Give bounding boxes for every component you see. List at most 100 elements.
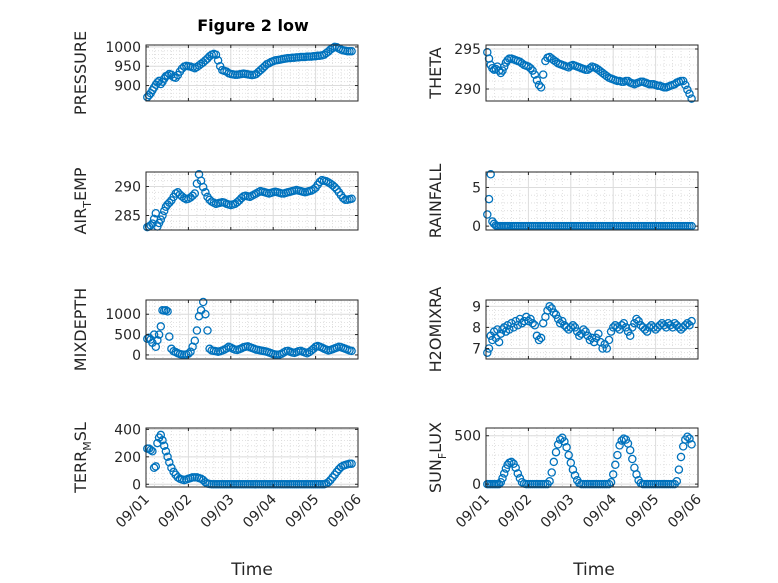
data-point [213,56,223,65]
x-tick-label: 09/04 [240,491,280,531]
data-point [678,76,688,86]
x-tick-label: 09/01 [453,492,493,532]
data-point [619,318,629,328]
data-point [486,170,495,179]
data-point [566,323,576,332]
data-point [499,62,509,71]
data-point [625,331,635,341]
data-point [608,470,618,479]
data-point [483,210,492,219]
y-axis-label: SUNFLUX [426,422,449,493]
data-point [156,215,166,224]
y-tick-label: 8 [472,320,481,336]
y-tick-label: 1000 [105,40,141,56]
data-point [632,314,641,324]
y-tick-label: 5 [472,180,481,196]
data-point [528,318,537,328]
x-tick-label: 09/01 [113,492,153,532]
data-point [146,445,155,455]
data-point [594,329,603,338]
data-point [507,457,516,467]
data-point [604,335,614,345]
data-point [198,297,208,307]
subplot-rainfall: 0 5 RAINFALL [426,164,699,239]
data-point [190,336,200,345]
data-point [604,479,614,489]
y-tick-label: 9 [472,299,481,315]
x-tick-label: 09/06 [665,491,705,531]
data-point [496,68,506,78]
axes-box [485,44,699,102]
data-point [192,326,202,335]
data-point [534,335,544,345]
axes-box [145,44,359,102]
data-point [198,182,208,192]
data-point [347,46,356,56]
y-tick-label: 0 [472,477,481,493]
data-point [687,440,696,449]
data-point [560,437,569,446]
data-point [683,318,692,328]
data-point [484,344,494,353]
data-point [496,329,506,338]
data-point [158,211,167,220]
data-point [640,325,650,334]
data-point [496,477,506,487]
data-point [545,302,554,311]
data-point [163,307,172,316]
data-point [621,323,631,332]
data-point [664,318,673,328]
data-point [186,347,195,356]
data-point [338,193,348,203]
data-point [153,336,162,345]
data-point [613,450,622,460]
data-point [522,312,531,322]
data-point [494,337,504,347]
data-point [498,474,507,483]
data-point [526,314,535,324]
data-point [547,304,556,313]
data-point [192,179,202,188]
data-point [611,321,620,330]
data-point [674,465,684,474]
subplot-terr-msl: 0 200 400 TERRMSL 09/01 09/02 09/03 09/04 09/05 0… [71,422,365,531]
data-point [585,63,595,73]
y-tick-label: 500 [114,328,141,344]
data-point [536,333,546,343]
data-point [581,327,590,336]
y-tick-label: 0 [132,477,141,493]
y-tick-label: 7 [472,341,481,357]
data-point [158,436,167,445]
data-point [634,316,643,326]
data-point [676,452,686,462]
data-point [683,432,692,441]
data-point [687,94,696,103]
data-point [326,475,335,485]
data-point [190,189,200,198]
data-point [598,344,607,353]
data-point [159,206,169,216]
data-point [602,344,612,353]
data-point [494,66,504,75]
y-tick-label: 900 [114,79,141,95]
data-point [530,70,540,79]
data-point [587,333,597,343]
data-point [553,314,563,324]
data-point [549,457,559,467]
data-point [211,50,221,59]
data-point [589,337,599,347]
data-point [149,463,159,473]
data-point [613,323,622,332]
data-point [165,198,174,207]
data-point [562,443,571,452]
data-point [681,321,690,330]
y-axis-label: PRESSURE [71,31,90,115]
y-axis-label: H2OMIXRA [426,287,445,373]
data-point [668,323,677,332]
y-axis-label: RAINFALL [426,164,445,239]
data-point [188,191,197,201]
x-tick-label: 09/02 [495,492,535,532]
data-point [524,316,533,326]
